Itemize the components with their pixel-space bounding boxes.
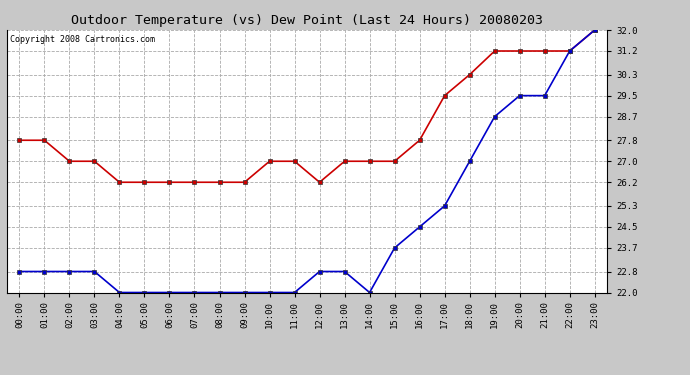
Title: Outdoor Temperature (vs) Dew Point (Last 24 Hours) 20080203: Outdoor Temperature (vs) Dew Point (Last… [71, 15, 543, 27]
Text: Copyright 2008 Cartronics.com: Copyright 2008 Cartronics.com [10, 35, 155, 44]
